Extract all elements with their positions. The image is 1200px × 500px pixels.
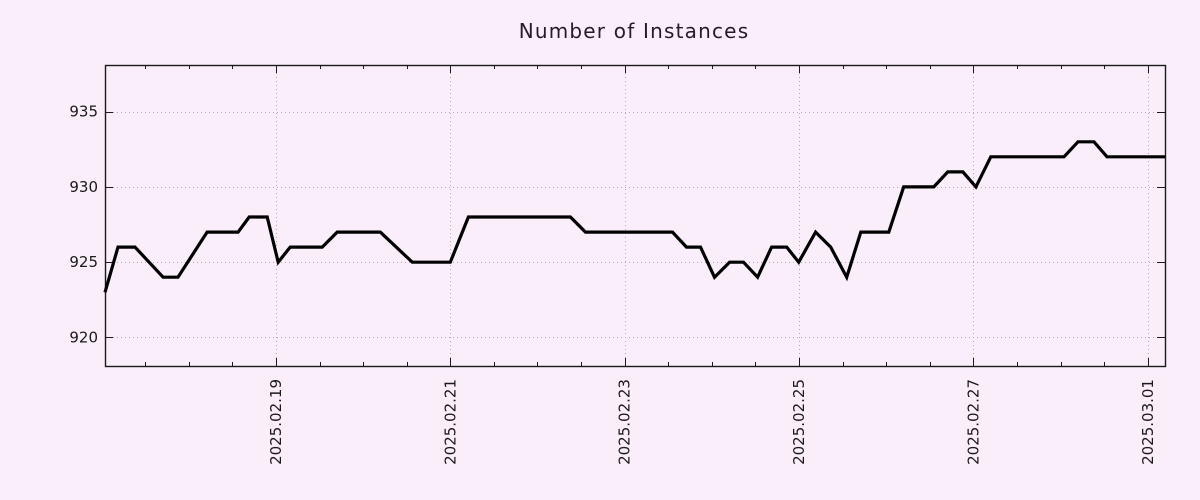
x-tick-label: 2025.02.25 <box>790 379 808 465</box>
x-tick-label: 2025.02.23 <box>616 379 634 465</box>
grid-layer <box>105 65 1165 366</box>
label-layer: 920 925 930 935 2025.02.19 2025.02.21 2025.02.… <box>69 103 1156 465</box>
series-line-instances <box>103 140 1165 293</box>
x-tick-label: 2025.02.27 <box>964 379 982 465</box>
x-tick-label: 2025.02.19 <box>267 379 285 465</box>
y-tick-label: 925 <box>69 253 98 271</box>
y-tick-label: 935 <box>69 103 98 121</box>
x-tick-label: 2025.03.01 <box>1139 379 1157 465</box>
x-tick-label: 2025.02.21 <box>441 379 459 465</box>
plot-frame <box>104 64 1167 368</box>
chart-title: Number of Instances <box>519 19 750 43</box>
y-tick-label: 920 <box>69 328 98 346</box>
y-tick-label: 930 <box>69 178 98 196</box>
